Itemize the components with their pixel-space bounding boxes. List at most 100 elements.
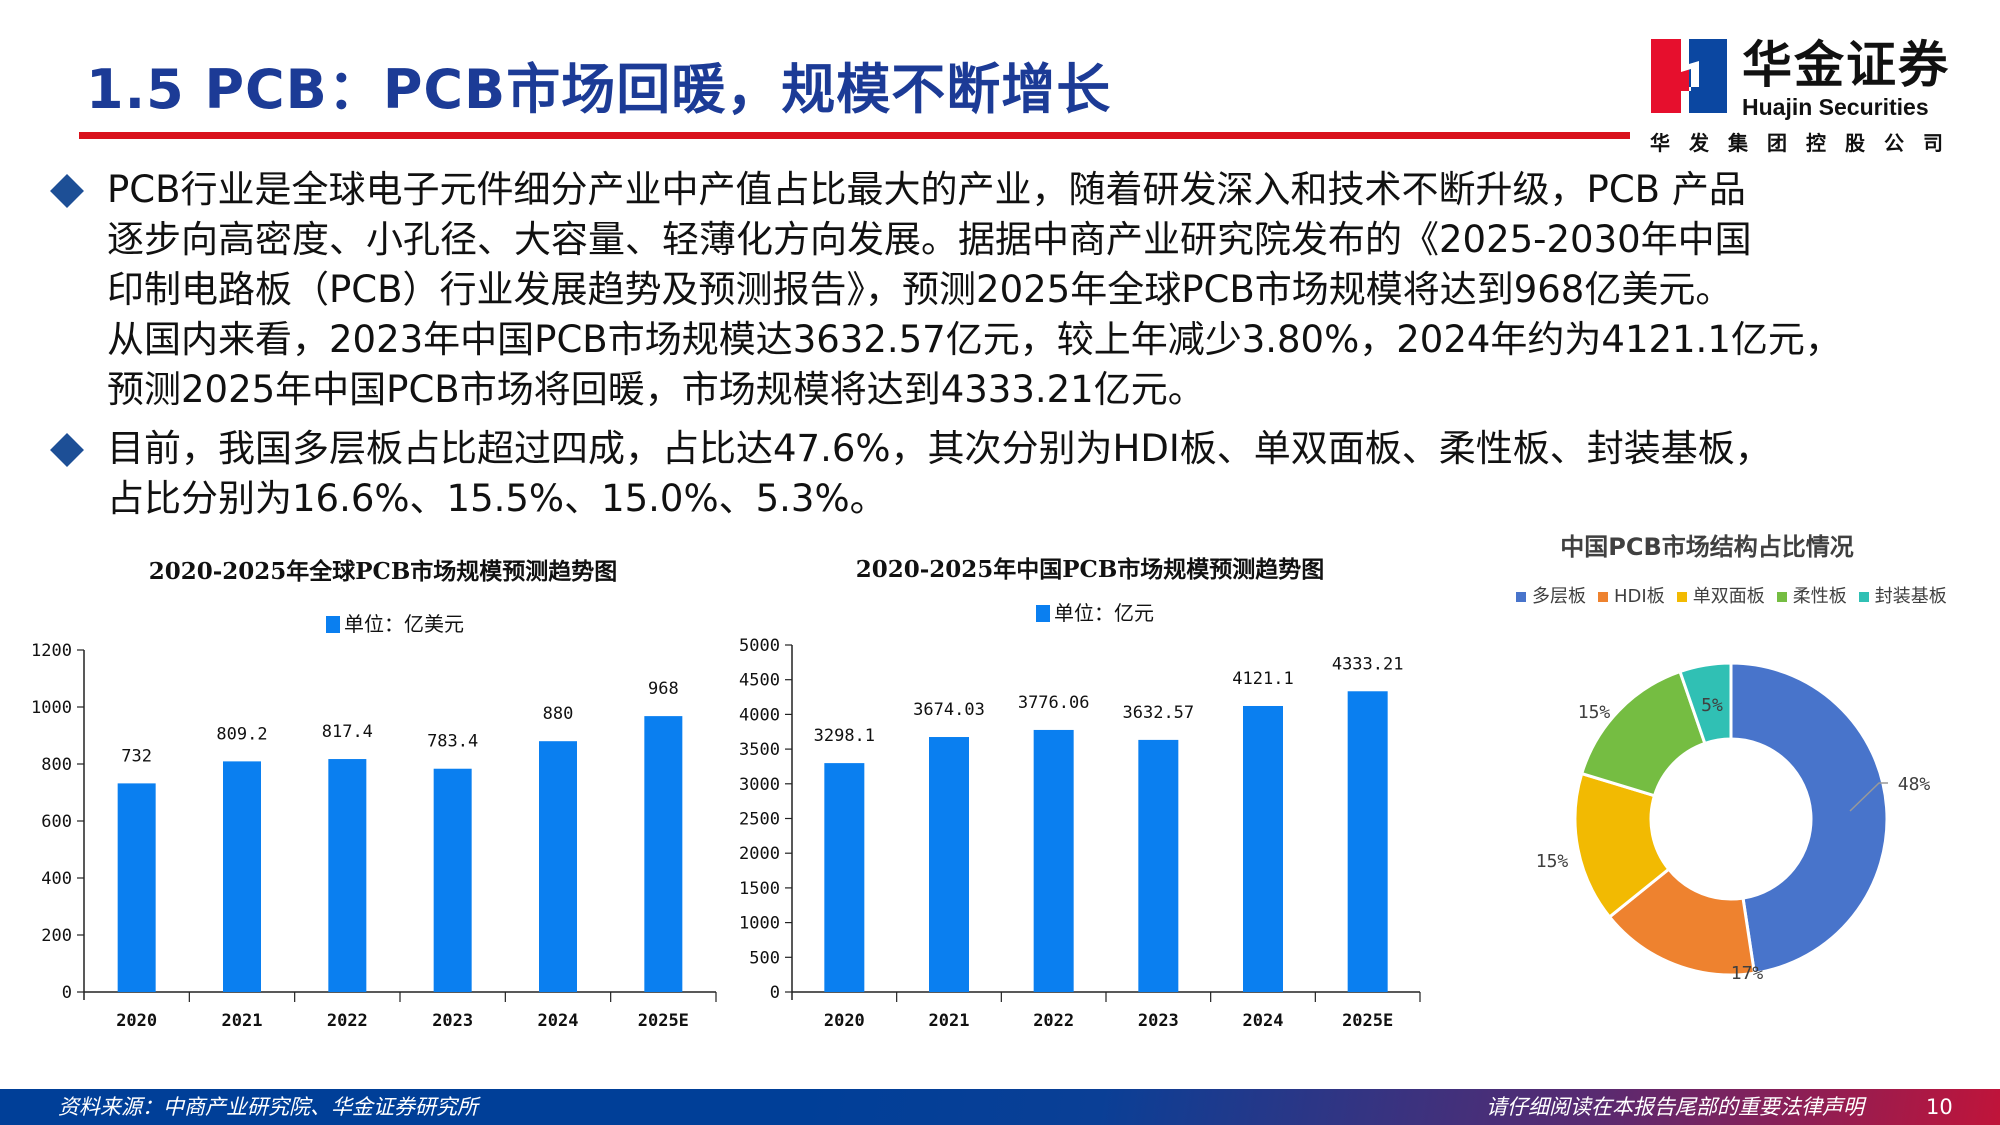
- x-tick-label: 2021: [929, 1011, 970, 1031]
- legend-item: 封装基板: [1858, 586, 1947, 608]
- page-title: 1.5 PCB：PCB市场回暖，规模不断增长: [86, 58, 1112, 121]
- y-tick-label: 3000: [739, 775, 780, 795]
- y-tick-label: 4500: [739, 671, 780, 691]
- y-tick-label: 1500: [739, 879, 780, 899]
- legend-swatch: [1598, 592, 1608, 602]
- bullet-line: 逐步向高密度、小孔径、大容量、轻薄化方向发展。据据中商产业研究院发布的《2025…: [107, 218, 1752, 261]
- legend-label: 封装基板: [1874, 586, 1947, 607]
- bullet-line: 预测2025年中国PCB市场将回暖，市场规模将达到4333.21亿元。: [107, 368, 1205, 411]
- data-label: 880: [543, 704, 574, 724]
- bar: [1033, 729, 1074, 992]
- x-tick-label: 2025E: [1342, 1011, 1393, 1031]
- bar: [539, 741, 577, 992]
- logo-cn: 华金证券: [1742, 36, 1950, 94]
- legend-swatch: [1776, 592, 1787, 602]
- bullet-line: 从国内来看，2023年中国PCB市场规模达3632.57亿元，较上年减少3.80…: [107, 318, 1842, 361]
- company-logo: 华金证券 Huajin Securities 华发集团控股公司: [1650, 38, 1970, 158]
- x-tick-label: 2024: [1243, 1011, 1284, 1031]
- slice-label: 15%: [1578, 702, 1611, 723]
- bar: [929, 737, 969, 992]
- bar: [328, 759, 367, 992]
- structure-chart-title: 中国PCB市场结构占比情况: [1560, 533, 1854, 561]
- legend-swatch: [1676, 592, 1687, 602]
- bar: [1243, 705, 1283, 992]
- data-label: 3632.57: [1123, 703, 1195, 723]
- legend-label: 柔性板: [1792, 586, 1847, 607]
- legend-label: 单位：亿美元: [344, 612, 464, 636]
- y-tick-label: 200: [41, 926, 72, 946]
- slice-label: 48%: [1898, 774, 1931, 795]
- footer-bar: 资料来源：中商产业研究院、华金证券研究所 请仔细阅读在本报告尾部的重要法律声明 …: [0, 1089, 2000, 1125]
- global-chart-legend: 单位：亿美元: [326, 612, 464, 636]
- y-tick-label: 1200: [31, 641, 72, 661]
- slice-label: 17%: [1731, 963, 1764, 984]
- legend-swatch: [1858, 592, 1869, 602]
- data-label: 3674.03: [913, 700, 985, 720]
- y-tick-label: 600: [41, 812, 72, 832]
- y-tick-label: 1000: [739, 914, 780, 934]
- legend-item: 柔性板: [1776, 586, 1847, 608]
- bullet-line: 目前，我国多层板占比超过四成，占比达47.6%，其次分别为HDI板、单双面板、柔…: [107, 427, 1772, 470]
- x-tick-label: 2022: [327, 1011, 368, 1031]
- legal-disclaimer: 请仔细阅读在本报告尾部的重要法律声明: [1486, 1095, 1864, 1119]
- legend-label: HDI板: [1614, 586, 1665, 607]
- bullet-line: PCB行业是全球电子元件细分产业中产值占比最大的产业，随着研发深入和技术不断升级…: [107, 168, 1746, 211]
- y-tick-label: 500: [749, 948, 780, 968]
- data-label: 4333.21: [1332, 654, 1404, 674]
- y-tick-label: 2500: [739, 810, 780, 830]
- logo-en: Huajin Securities: [1742, 94, 1929, 120]
- y-tick-label: 5000: [739, 636, 780, 656]
- bullet-line: 印制电路板（PCB）行业发展趋势及预测报告》，预测2025年全球PCB市场规模将…: [107, 268, 1733, 311]
- y-tick-label: 800: [41, 755, 72, 775]
- bullet-line: 占比分别为16.6%、15.5%、15.0%、5.3%。: [107, 477, 887, 520]
- data-label: 817.4: [322, 722, 373, 742]
- bar: [433, 768, 472, 992]
- x-tick-label: 2023: [432, 1011, 473, 1031]
- legend-swatch: [1516, 592, 1526, 602]
- data-label: 968: [648, 679, 679, 699]
- logo-mark-icon: [1651, 39, 1727, 113]
- structure-chart-legend: 多层板 HDI板 单双面板 柔性板 封装基板: [1516, 586, 1947, 608]
- y-tick-label: 0: [62, 983, 72, 1003]
- china-chart-legend: 单位：亿元: [1036, 601, 1154, 625]
- data-label: 732: [121, 746, 152, 766]
- x-tick-label: 2023: [1138, 1011, 1179, 1031]
- y-tick-label: 400: [41, 869, 72, 889]
- legend-label: 单双面板: [1692, 586, 1765, 607]
- bar: [1347, 691, 1388, 992]
- data-label: 3298.1: [814, 726, 875, 746]
- source-note: 资料来源：中商产业研究院、华金证券研究所: [58, 1095, 478, 1119]
- legend-swatch: [326, 615, 340, 633]
- bar: [644, 716, 683, 992]
- x-tick-label: 2020: [824, 1011, 865, 1031]
- x-tick-label: 2021: [222, 1011, 263, 1031]
- y-tick-label: 0: [770, 983, 780, 1003]
- x-tick-label: 2022: [1033, 1011, 1074, 1031]
- global-chart-title: 2020-2025年全球PCB市场规模预测趋势图: [148, 558, 618, 585]
- legend-item: 单双面板: [1676, 586, 1765, 608]
- legend-label: 单位：亿元: [1054, 601, 1154, 625]
- leader-line: [1849, 782, 1888, 812]
- bar: [824, 763, 865, 992]
- legend-item: HDI板: [1598, 586, 1665, 608]
- data-label: 809.2: [216, 724, 267, 744]
- china-chart-title: 2020-2025年中国PCB市场规模预测趋势图: [855, 556, 1325, 583]
- x-tick-label: 2020: [116, 1011, 157, 1031]
- y-tick-label: 2000: [739, 844, 780, 864]
- slice-label: 5%: [1701, 695, 1723, 716]
- logo-subtitle: 华发集团控股公司: [1650, 131, 1962, 155]
- x-tick-label: 2024: [538, 1011, 579, 1031]
- y-tick-label: 3500: [739, 740, 780, 760]
- bar: [1138, 739, 1179, 992]
- data-label: 3776.06: [1018, 693, 1090, 713]
- bar: [117, 783, 156, 992]
- slice-label: 15%: [1536, 851, 1569, 872]
- data-label: 4121.1: [1232, 669, 1293, 689]
- legend-swatch: [1036, 604, 1050, 622]
- title-divider: [79, 132, 1630, 139]
- donut-slice: [1729, 661, 1889, 975]
- page-number: 10: [1926, 1095, 1953, 1119]
